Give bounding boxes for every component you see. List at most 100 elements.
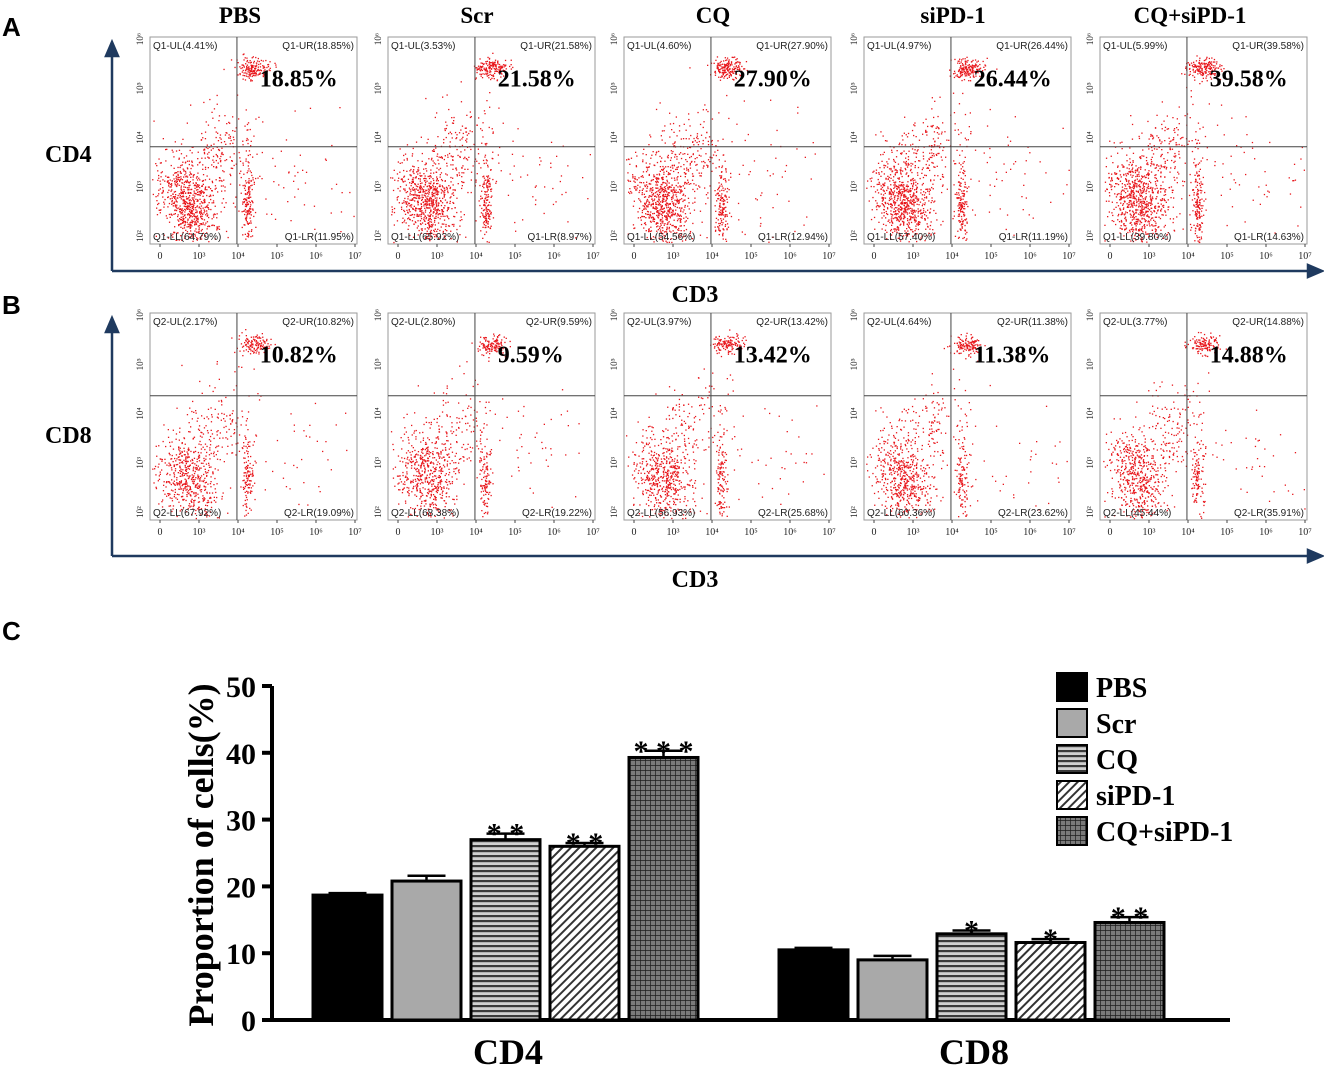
quadrant-ul-label: Q2-UL(2.80%) — [391, 317, 455, 328]
y-tick-label: 10² — [1085, 506, 1095, 518]
quadrant-ll-label: Q2-LL(56.93%) — [627, 508, 695, 519]
y-tick-label: 10² — [609, 506, 619, 518]
significance-stars: * * — [1111, 901, 1149, 934]
x-tick-label: 0 — [396, 251, 401, 262]
ur-percentage: 39.58% — [1210, 67, 1288, 93]
x-tick-label: 10⁷ — [586, 527, 600, 538]
bars: * * * * * * * * * * * — [311, 735, 1166, 1022]
event-dots — [866, 332, 1068, 519]
quadrant-ur-label: Q2-UR(14.88%) — [1232, 317, 1304, 328]
significance-stars: * — [1043, 923, 1058, 956]
quadrant-ll-label: Q2-LL(45.44%) — [1103, 508, 1171, 519]
y-tick-label: 10⁶ — [609, 33, 619, 45]
column-title-scr: Scr — [460, 3, 493, 28]
y-tick-label: 10⁶ — [135, 309, 145, 321]
y-tick-label: 10³ — [849, 457, 859, 469]
x-tick-label: 10⁵ — [270, 251, 284, 262]
x-tick-label: 0 — [632, 251, 637, 262]
y-tick-label-20: 20 — [226, 871, 256, 904]
y-tick-label: 10² — [373, 230, 383, 242]
y-tick-label: 10⁴ — [373, 407, 383, 419]
x-tick-label: 10⁷ — [822, 251, 836, 262]
x-tick-label: 10⁶ — [547, 527, 561, 538]
x-tick-label: 0 — [872, 527, 877, 538]
x-tick-label: 10³ — [193, 527, 206, 538]
category-label-cd4: CD4 — [473, 1032, 543, 1068]
x-tick-label: 10⁶ — [1259, 251, 1273, 262]
y-tick-label: 10⁶ — [849, 309, 859, 321]
y-tick-label-30: 30 — [226, 805, 256, 838]
x-tick-label: 10⁷ — [1298, 527, 1312, 538]
event-dots — [1104, 55, 1305, 244]
ur-percentage: 26.44% — [974, 67, 1052, 93]
legend-swatch — [1056, 816, 1088, 846]
quadrant-ur-label: Q2-UR(10.82%) — [282, 317, 354, 328]
x-tick-label: 10⁴ — [231, 527, 245, 538]
y-tick-label: 10⁴ — [135, 131, 145, 143]
x-axis-label-cd3-a: CD3 — [672, 282, 719, 308]
y-ticks: 0 10 20 30 40 50 — [226, 671, 272, 1038]
x-tick-label: 10⁴ — [1181, 527, 1195, 538]
x-tick-label: 10⁴ — [945, 527, 959, 538]
event-dots — [390, 52, 591, 244]
y-tick-label: 10⁵ — [849, 82, 859, 94]
event-dots — [626, 329, 825, 520]
x-tick-label: 10³ — [431, 251, 444, 262]
x-tick-label: 10⁵ — [508, 527, 522, 538]
event-dots — [626, 56, 816, 244]
x-axis-label-cd3-b: CD3 — [672, 567, 719, 593]
y-tick-label: 10⁴ — [609, 131, 619, 143]
y-tick-label: 10⁴ — [609, 407, 619, 419]
quadrant-ur-label: Q1-UR(26.44%) — [996, 41, 1068, 52]
x-tick-label: 10⁷ — [348, 251, 362, 262]
y-tick-label: 10⁶ — [609, 309, 619, 321]
quadrant-ll-label: Q2-LL(67.92%) — [153, 508, 221, 519]
quadrant-ur-label: Q1-UR(39.58%) — [1232, 41, 1304, 52]
bar-cd8-cq — [935, 932, 1008, 1022]
plot-frame — [623, 36, 832, 245]
y-tick-label-10: 10 — [226, 938, 256, 971]
y-tick-label: 10⁵ — [609, 358, 619, 370]
y-tick-label: 10⁴ — [373, 131, 383, 143]
quadrant-lr-label: Q2-LR(19.09%) — [284, 508, 354, 519]
flow-axes-row-a — [104, 38, 1324, 279]
y-tick-label-40: 40 — [226, 738, 256, 771]
y-tick-label: 10⁴ — [1085, 131, 1095, 143]
quadrant-ur-label: Q2-UR(13.42%) — [756, 317, 828, 328]
quadrant-ul-label: Q2-UL(4.64%) — [867, 317, 931, 328]
x-tick-label: 0 — [1108, 527, 1113, 538]
y-tick-label: 10⁶ — [849, 33, 859, 45]
significance-stars: * * — [566, 827, 604, 860]
x-tick-label: 10⁵ — [508, 251, 522, 262]
flow-plot-cd8-3: Q2-UL(3.97%) Q2-UR(13.42%) Q2-LL(56.93%) Q2… — [609, 309, 836, 538]
x-tick-label: 10³ — [907, 527, 920, 538]
x-tick-label: 10³ — [1143, 251, 1156, 262]
row-label-cd4: CD4 — [45, 142, 92, 168]
legend-swatch — [1056, 708, 1088, 738]
ur-percentage: 27.90% — [734, 67, 812, 93]
legend-item-scr: Scr — [1056, 708, 1136, 740]
y-tick-label: 10⁵ — [1085, 82, 1095, 94]
column-title-sipd1: siPD-1 — [920, 3, 985, 28]
event-dots — [152, 53, 355, 243]
legend-item-cq-sipd-1: CQ+siPD-1 — [1056, 816, 1233, 848]
event-dots — [390, 333, 580, 519]
x-tick-label: 10⁴ — [469, 251, 483, 262]
legend-swatch — [1056, 672, 1088, 702]
quadrant-ll-label: Q1-LL(57.40%) — [867, 232, 935, 243]
flow-plot-cd4-1: Q1-UL(4.41%) Q1-UR(18.85%) Q1-LL(64.79%) Q1… — [135, 33, 362, 262]
quadrant-ll-label: Q2-LL(60.36%) — [867, 508, 935, 519]
quadrant-lr-label: Q1-LR(14.63%) — [1234, 232, 1304, 243]
x-tick-label: 10⁵ — [744, 527, 758, 538]
quadrant-ul-label: Q2-UL(3.97%) — [627, 317, 691, 328]
bar-cd4-scr — [390, 879, 463, 1022]
quadrant-ur-label: Q2-UR(9.59%) — [526, 317, 592, 328]
quadrant-lr-label: Q2-LR(23.62%) — [998, 508, 1068, 519]
ur-percentage: 14.88% — [1210, 343, 1288, 369]
column-title-pbs: PBS — [219, 3, 261, 28]
y-tick-label: 10² — [849, 230, 859, 242]
x-tick-label: 0 — [158, 527, 163, 538]
y-tick-label: 10² — [609, 230, 619, 242]
x-tick-label: 10⁴ — [705, 251, 719, 262]
y-axis-title: Proportion of cells(%) — [181, 683, 221, 1026]
